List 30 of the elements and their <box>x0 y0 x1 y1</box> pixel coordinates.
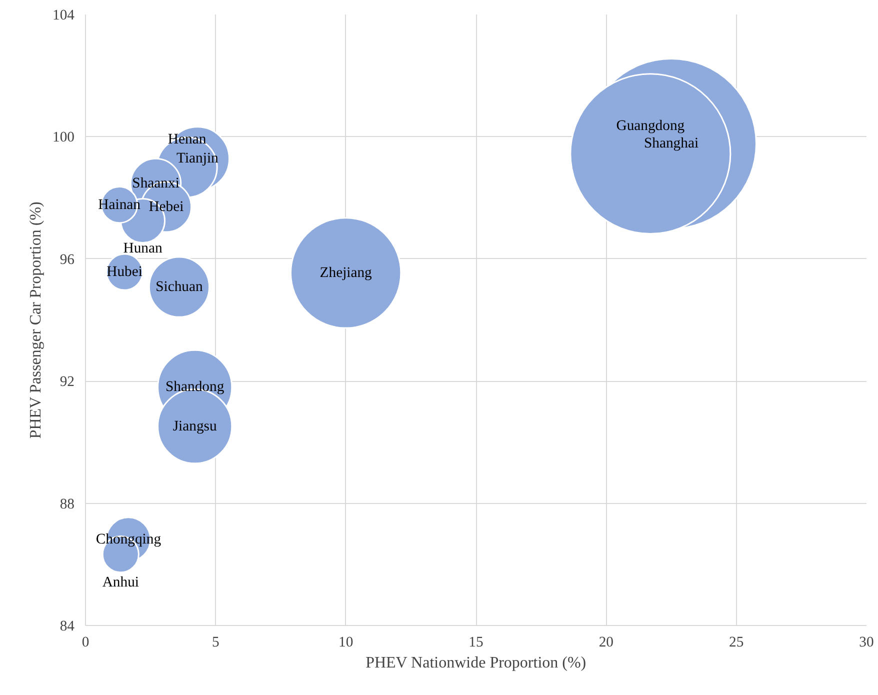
y-tick-label: 104 <box>52 8 76 24</box>
y-tick-label: 88 <box>60 496 74 512</box>
annotation: Anhui <box>102 574 139 590</box>
annotation: Zhejiang <box>320 264 373 281</box>
y-axis-title: PHEV Passenger Car Proportion (%) <box>28 202 45 439</box>
annotation: Henan <box>168 131 207 148</box>
annotation: Tianjin <box>176 150 220 167</box>
y-tick-label: 84 <box>60 618 76 634</box>
annotation: Hubei <box>106 264 142 280</box>
annotation: Jiangsu <box>172 418 218 434</box>
y-tick-label: 100 <box>52 130 74 146</box>
annotation: Shandong <box>166 379 225 396</box>
y-tick-label: 92 <box>60 374 74 390</box>
x-tick-label: 5 <box>212 634 220 650</box>
annotation: Hunan <box>123 240 163 257</box>
annotation: Hebei <box>148 198 184 215</box>
x-tick-label: 30 <box>859 634 874 650</box>
y-tick-label: 96 <box>60 252 74 268</box>
x-tick-label: 10 <box>338 634 354 650</box>
annotation: Guangdong <box>616 118 686 134</box>
x-tick-label: 25 <box>729 634 744 650</box>
annotation: Hainan <box>98 196 142 213</box>
annotation: Sichuan <box>156 279 204 296</box>
annotation: Shanghai <box>644 136 699 152</box>
x-tick-label: 20 <box>598 634 614 650</box>
annotation: Shaanxi <box>132 176 180 192</box>
x-tick-label: 15 <box>468 634 484 650</box>
x-axis-title: PHEV Nationwide Proportion (%) <box>366 654 586 672</box>
x-tick-label: 0 <box>82 634 90 650</box>
annotation: Chongqing <box>96 531 162 548</box>
